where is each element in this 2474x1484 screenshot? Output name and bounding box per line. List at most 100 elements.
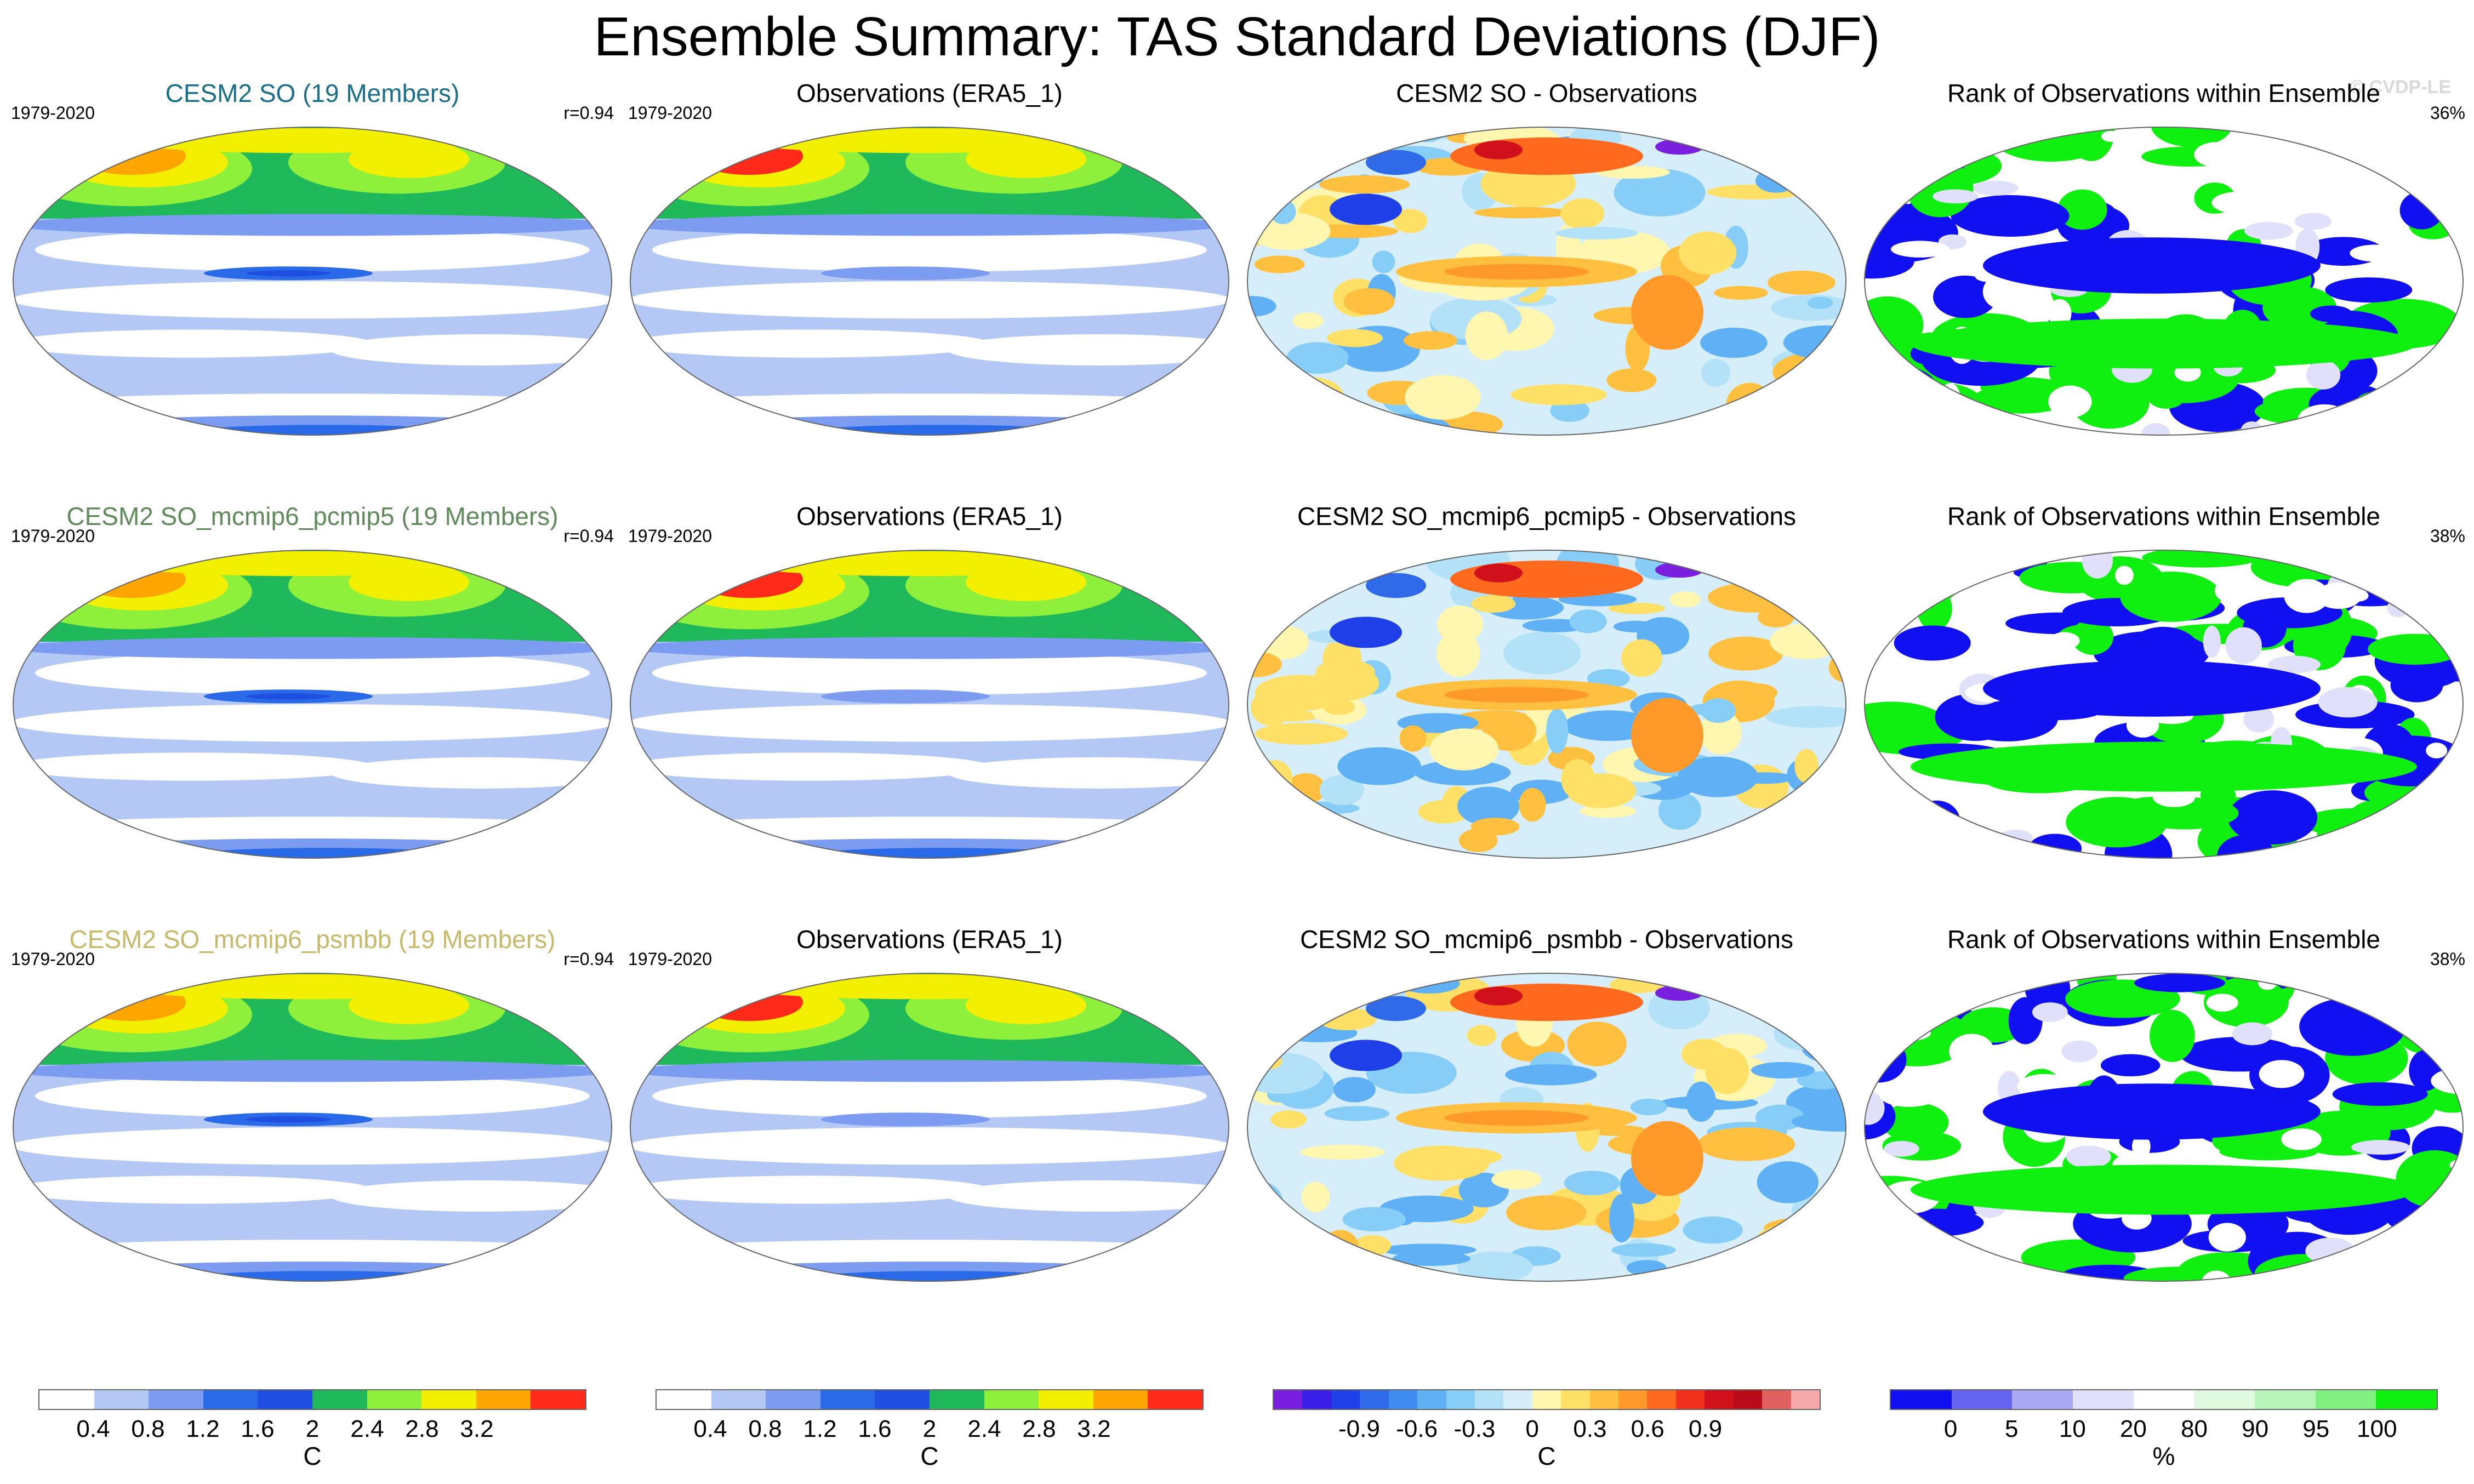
rank-patch — [2350, 244, 2401, 262]
difference-patch — [1795, 973, 1831, 983]
difference-patch — [1609, 1194, 1634, 1243]
difference-patch — [1505, 1064, 1597, 1086]
difference-patch — [1613, 620, 1658, 633]
cold-bias — [1330, 617, 1402, 648]
difference-patch — [1418, 800, 1470, 824]
low-variance-band — [13, 1175, 373, 1204]
rank-patch — [2115, 566, 2134, 585]
rank-patch — [2214, 578, 2248, 603]
map-border — [630, 127, 1229, 436]
rank-patch — [1933, 275, 1997, 318]
arctic-bias-core — [1474, 140, 1523, 159]
colorbar — [1273, 1389, 1821, 1410]
difference-patch — [1715, 1257, 1745, 1281]
subpolar-transition — [13, 637, 612, 659]
low-variance-band — [630, 281, 1229, 319]
colorbar-tick-label: 0.9 — [1688, 1415, 1723, 1442]
rank-patch — [1878, 381, 1982, 423]
colorbar-swatch — [367, 1390, 422, 1409]
difference-patch — [1372, 250, 1395, 273]
colorbar-tick-label: 80 — [2181, 1415, 2208, 1442]
tropical-pacific-low-rank — [1983, 660, 2321, 717]
colorbar-tick-label: 2 — [305, 1415, 320, 1442]
colorbar-tick-label: -0.6 — [1396, 1415, 1438, 1442]
difference-patch — [1319, 175, 1410, 194]
colorbar — [1890, 1389, 2438, 1410]
rank-patch — [1865, 243, 1914, 279]
colorbar-unit: C — [920, 1442, 939, 1470]
rank-patch — [2312, 550, 2355, 568]
difference-patch — [1737, 831, 1827, 845]
difference-patch — [1763, 1218, 1838, 1238]
difference-patch — [1755, 169, 1797, 193]
rank-patch — [2387, 427, 2411, 435]
map-field — [13, 127, 612, 435]
period-label: 1979-2020 — [628, 526, 712, 546]
map-border — [1864, 550, 2464, 859]
low-variance-band — [948, 1180, 1229, 1212]
difference-patch — [1774, 1018, 1829, 1050]
colorbar-swatch — [1891, 1390, 1952, 1409]
difference-patch — [1799, 1019, 1846, 1063]
rank-patch — [2281, 1128, 2322, 1150]
difference-patch — [1766, 706, 1846, 728]
panel-title: Observations (ERA5_1) — [796, 502, 1063, 530]
difference-patch — [1580, 804, 1637, 818]
low-variance-band — [630, 752, 990, 781]
rank-patch — [1894, 625, 1971, 661]
rank-patch — [1874, 991, 1956, 1014]
difference-patch — [1701, 358, 1731, 387]
main-title: Ensemble Summary: TAS Standard Deviation… — [594, 6, 1880, 67]
rank-patch — [2399, 191, 2444, 230]
low-variance-band — [13, 817, 612, 842]
difference-patch — [1341, 141, 1385, 153]
rank-patch — [2100, 1054, 2161, 1077]
siberia-max-core — [712, 140, 785, 172]
map-field — [1247, 127, 1846, 435]
colorbar-swatch — [1446, 1390, 1475, 1409]
difference-patch — [1491, 1169, 1542, 1190]
difference-patch — [1732, 683, 1778, 703]
low-variance-band — [652, 228, 1207, 272]
el-nino-core — [246, 693, 330, 700]
rank-patch — [1940, 383, 1961, 419]
difference-patch — [1714, 286, 1768, 300]
colorbar-tick-label: 1.6 — [241, 1415, 275, 1442]
colorbar-tick-label: 90 — [2242, 1415, 2269, 1442]
period-label: 1979-2020 — [628, 949, 712, 969]
difference-patch — [1561, 758, 1595, 800]
rank-patch — [1865, 1091, 1885, 1125]
difference-patch — [1247, 1181, 1283, 1225]
colorbar-unit: C — [1537, 1442, 1556, 1470]
rank-patch — [2120, 571, 2222, 622]
colorbar-swatch — [929, 1390, 984, 1409]
rank-patch — [1884, 1140, 1919, 1157]
rank-patch — [1964, 556, 2014, 589]
difference-patch — [1292, 312, 1324, 329]
difference-patch — [1707, 582, 1799, 613]
rank-patch — [2082, 550, 2113, 579]
difference-patch — [1467, 1025, 1497, 1046]
difference-patch — [1569, 609, 1607, 633]
rank-patch — [2310, 305, 2353, 322]
difference-patch — [1567, 1021, 1627, 1066]
world-map-rank — [1864, 127, 2464, 436]
colorbar-swatch — [820, 1390, 875, 1409]
difference-patch — [1747, 1254, 1793, 1281]
colorbar-swatch — [2255, 1390, 2316, 1409]
difference-patch — [1404, 331, 1458, 350]
map-border — [630, 973, 1229, 1282]
colorbar-unit: C — [303, 1442, 322, 1470]
panel-title: Rank of Observations within Ensemble — [1947, 502, 2381, 530]
colorbar-swatch — [2073, 1390, 2134, 1409]
rank-patch — [2396, 1150, 2463, 1208]
difference-patch — [1299, 1144, 1386, 1160]
map-border — [1247, 973, 1846, 1282]
difference-patch — [1700, 327, 1768, 358]
rank-patch — [1871, 1025, 1931, 1042]
colorbar-tick-label: 0.4 — [693, 1415, 727, 1442]
el-nino-core — [863, 693, 948, 700]
subpolar-transition — [630, 1060, 1229, 1082]
rank-patch — [1906, 160, 1974, 218]
panel-title: CESM2 SO_mcmip6_pcmip5 (19 Members) — [66, 502, 558, 530]
